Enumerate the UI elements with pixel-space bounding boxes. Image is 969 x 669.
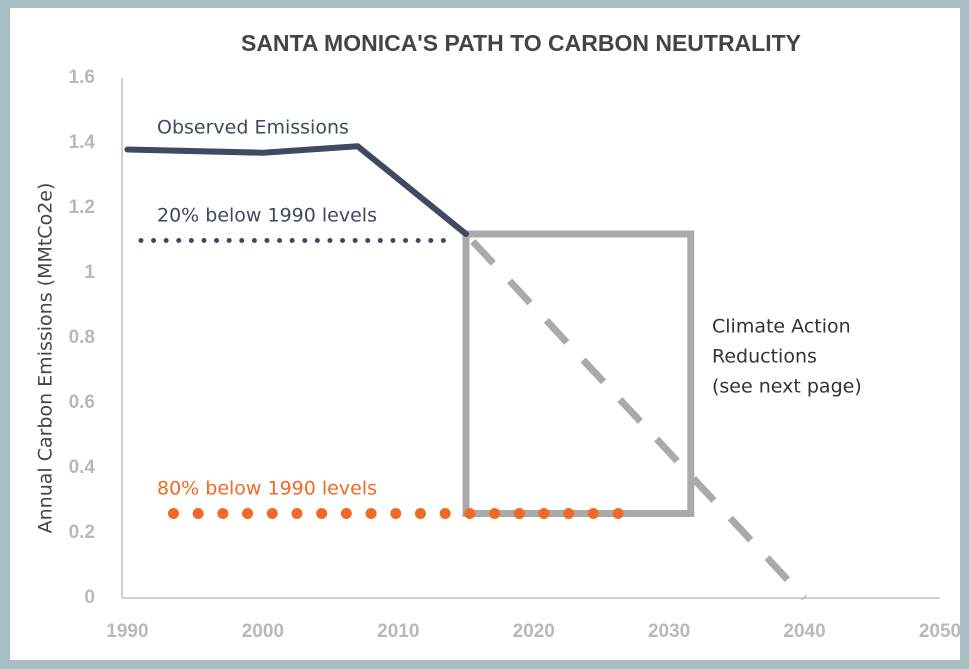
y-tick-label: 1.2 [69, 197, 95, 218]
y-tick-label: 1.6 [69, 67, 95, 88]
chart-title: SANTA MONICA'S PATH TO CARBON NEUTRALITY [241, 30, 801, 56]
box-label: Reductions [712, 346, 817, 368]
y-tick-label: 0 [84, 587, 95, 608]
x-tick-label: 2050 [919, 621, 961, 642]
box-label: Climate Action [712, 316, 851, 338]
y-tick-label: 1 [84, 262, 95, 283]
box-label: (see next page) [712, 376, 862, 398]
x-tick-label: 2030 [648, 621, 690, 642]
y-tick-label: 0.2 [69, 522, 95, 543]
x-tick-label: 2000 [242, 621, 284, 642]
y-axis-label: Annual Carbon Emissions (MMtCo2e) [35, 183, 57, 534]
x-tick-label: 2040 [783, 621, 825, 642]
y-tick-label: 1.4 [69, 132, 96, 153]
y-tick-label: 0.8 [69, 327, 95, 348]
series-line [124, 143, 469, 237]
chart-frame [10, 8, 960, 660]
series-label: 20% below 1990 levels [157, 205, 377, 227]
x-tick-label: 1990 [106, 621, 148, 642]
series-line [463, 231, 808, 601]
x-tick-label: 2010 [377, 621, 419, 642]
y-tick-label: 0.6 [69, 392, 95, 413]
y-tick-label: 0.4 [69, 457, 96, 478]
series-label: 80% below 1990 levels [157, 478, 377, 500]
series-label: Observed Emissions [157, 117, 349, 139]
reduction-box [462, 230, 695, 517]
x-tick-label: 2020 [513, 621, 555, 642]
